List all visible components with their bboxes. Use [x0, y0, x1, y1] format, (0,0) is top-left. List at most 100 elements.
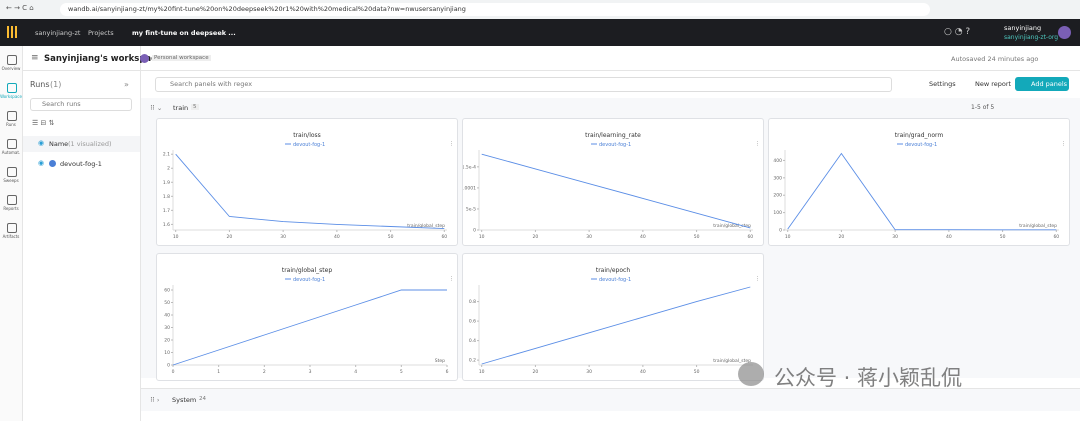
line-chart: train/loss devout-fog-1 1.6 1.7 1.8 1.9 2 2.1 10… [163, 132, 454, 240]
y-tick-label: 60 [164, 288, 170, 294]
visualized: (1 visualized) [68, 140, 112, 148]
sidebar-icon[interactable] [7, 83, 17, 93]
x-tick-label: 50 [694, 234, 700, 240]
sidebar-label: Reports [3, 206, 19, 211]
y-tick-label: 0.2 [469, 358, 476, 364]
panel-menu: ⋮ [449, 141, 454, 147]
runs-title: Runs [30, 80, 50, 89]
y-tick-label: 100 [773, 210, 782, 216]
x-tick-label: 40 [334, 234, 340, 240]
chart-panel: train/epoch devout-fog-1 0.2 0.4 0.6 0.8 10 20 3… [462, 253, 764, 381]
projects-link[interactable]: Projects [88, 29, 114, 37]
workspace-title: Sanyinjiang's workspace [44, 54, 162, 64]
series-line [481, 153, 751, 229]
x-tick-label: 10 [173, 234, 179, 240]
y-tick-label: 200 [773, 193, 782, 199]
org-link[interactable]: sanyinjiang-zt [35, 29, 81, 37]
y-tick-label: 1.9 [163, 180, 170, 186]
panel-menu: ⋮ [1061, 141, 1066, 147]
legend-entry: devout-fog-1 [599, 142, 631, 148]
panel-menu: ⋮ [755, 141, 760, 147]
x-axis-label: train/global_step [407, 223, 445, 229]
x-tick-label: 50 [388, 234, 394, 240]
x-tick-label: 10 [479, 234, 485, 240]
y-tick-label: 50 [164, 300, 170, 306]
series-line [175, 153, 445, 230]
y-tick-label: 40 [164, 313, 170, 319]
line-chart: train/epoch devout-fog-1 0.2 0.4 0.6 0.8 10 20 3… [469, 267, 760, 375]
legend-entry: devout-fog-1 [293, 277, 325, 283]
avatar[interactable] [1058, 26, 1071, 39]
sidebar-icon[interactable] [7, 139, 17, 149]
address-bar[interactable] [60, 3, 930, 16]
sidebar-label: Sweeps [3, 178, 19, 183]
panel-title: train/epoch [596, 267, 630, 274]
y-tick-label: 0 [473, 228, 476, 234]
panel-search-box[interactable] [155, 77, 892, 92]
add-panels-bg[interactable] [1015, 77, 1069, 91]
legend-entry: devout-fog-1 [599, 277, 631, 283]
run-name[interactable]: devout-fog-1 [60, 160, 102, 168]
search-runs-box[interactable] [30, 98, 132, 111]
user-name: sanyinjiang [1004, 24, 1042, 32]
chart-panel: train/global_step devout-fog-1 0 10 20 30 40 50… [156, 253, 458, 381]
panel-title: train/global_step [282, 267, 332, 274]
x-tick-label: 60 [1053, 234, 1059, 240]
url: wandb.ai/sanyinjiang-zt/my%20fint-tune%2… [68, 5, 466, 13]
sidebar-icon[interactable] [7, 223, 17, 233]
y-tick-label: 0.8 [469, 299, 476, 305]
new-report-button[interactable]: New report [975, 80, 1012, 88]
eye-icon[interactable]: ◉ [38, 159, 45, 167]
x-tick-label: 4 [354, 369, 357, 375]
system-toggle[interactable]: ⠿ › [150, 396, 160, 404]
sidebar-icon[interactable] [7, 195, 17, 205]
paging: 1-5 of 5 [971, 104, 995, 111]
legend-entry: devout-fog-1 [905, 142, 937, 148]
y-tick-label: 1.5e-4 [463, 164, 476, 170]
series-line [481, 286, 751, 365]
x-tick-label: 20 [839, 234, 845, 240]
project-link[interactable]: my fint-tune on deepseek ... [132, 29, 236, 37]
x-tick-label: 60 [747, 234, 753, 240]
watermark: 公众号 · 蒋小颖乱侃 [774, 366, 963, 390]
chart-panel: train/loss devout-fog-1 1.6 1.7 1.8 1.9 2 2.1 10… [156, 118, 458, 246]
line-chart: train/grad_norm devout-fog-1 0 100 200 300 400… [773, 132, 1066, 240]
x-tick-label: 6 [446, 369, 449, 375]
x-tick-label: 30 [586, 234, 592, 240]
section-name: train [173, 104, 189, 112]
line-chart: train/global_stepdevout-fog-101020304050… [164, 267, 454, 375]
logo[interactable] [7, 26, 19, 38]
sidebar-label: Artifacts [2, 234, 20, 239]
browser-nav: ← → C ⌂ [6, 4, 34, 12]
y-tick-label: 10 [164, 350, 170, 356]
eye-icon[interactable]: ◉ [38, 139, 45, 147]
run-tools[interactable]: ☰ ⊟ ⇅ [32, 119, 55, 127]
y-tick-label: 400 [773, 158, 782, 164]
sidebar-icon[interactable] [7, 167, 17, 177]
panel-menu: ⋮ [755, 276, 760, 282]
system-row [141, 388, 1080, 411]
nav-icons[interactable]: ○ ◔ ? [944, 27, 971, 37]
section-toggle[interactable]: ⠿ ⌄ [150, 104, 163, 112]
runs-header-row [23, 136, 140, 152]
x-axis-label: train/global_step [713, 223, 751, 229]
section-count: 5 [191, 104, 199, 110]
x-tick-label: 1 [217, 369, 220, 375]
settings-button[interactable]: Settings [929, 80, 956, 88]
collapse-icon[interactable]: » [124, 80, 129, 89]
y-tick-label: 5e-5 [466, 206, 476, 212]
runs-panel [23, 46, 141, 421]
x-tick-label: 2 [263, 369, 266, 375]
add-panels-button[interactable]: Add panels [1031, 80, 1068, 88]
x-tick-label: 30 [586, 369, 592, 375]
y-tick-label: 0 [779, 228, 782, 234]
menu-icon[interactable]: ≡ [31, 53, 39, 63]
sidebar-icon[interactable] [7, 55, 17, 65]
x-axis-label: train/global_step [713, 358, 751, 364]
x-tick-label: 20 [533, 234, 539, 240]
y-tick-label: 20 [164, 338, 170, 344]
y-tick-label: 1.8 [163, 194, 170, 200]
x-tick-label: 60 [441, 234, 447, 240]
sidebar-icon[interactable] [7, 111, 17, 121]
